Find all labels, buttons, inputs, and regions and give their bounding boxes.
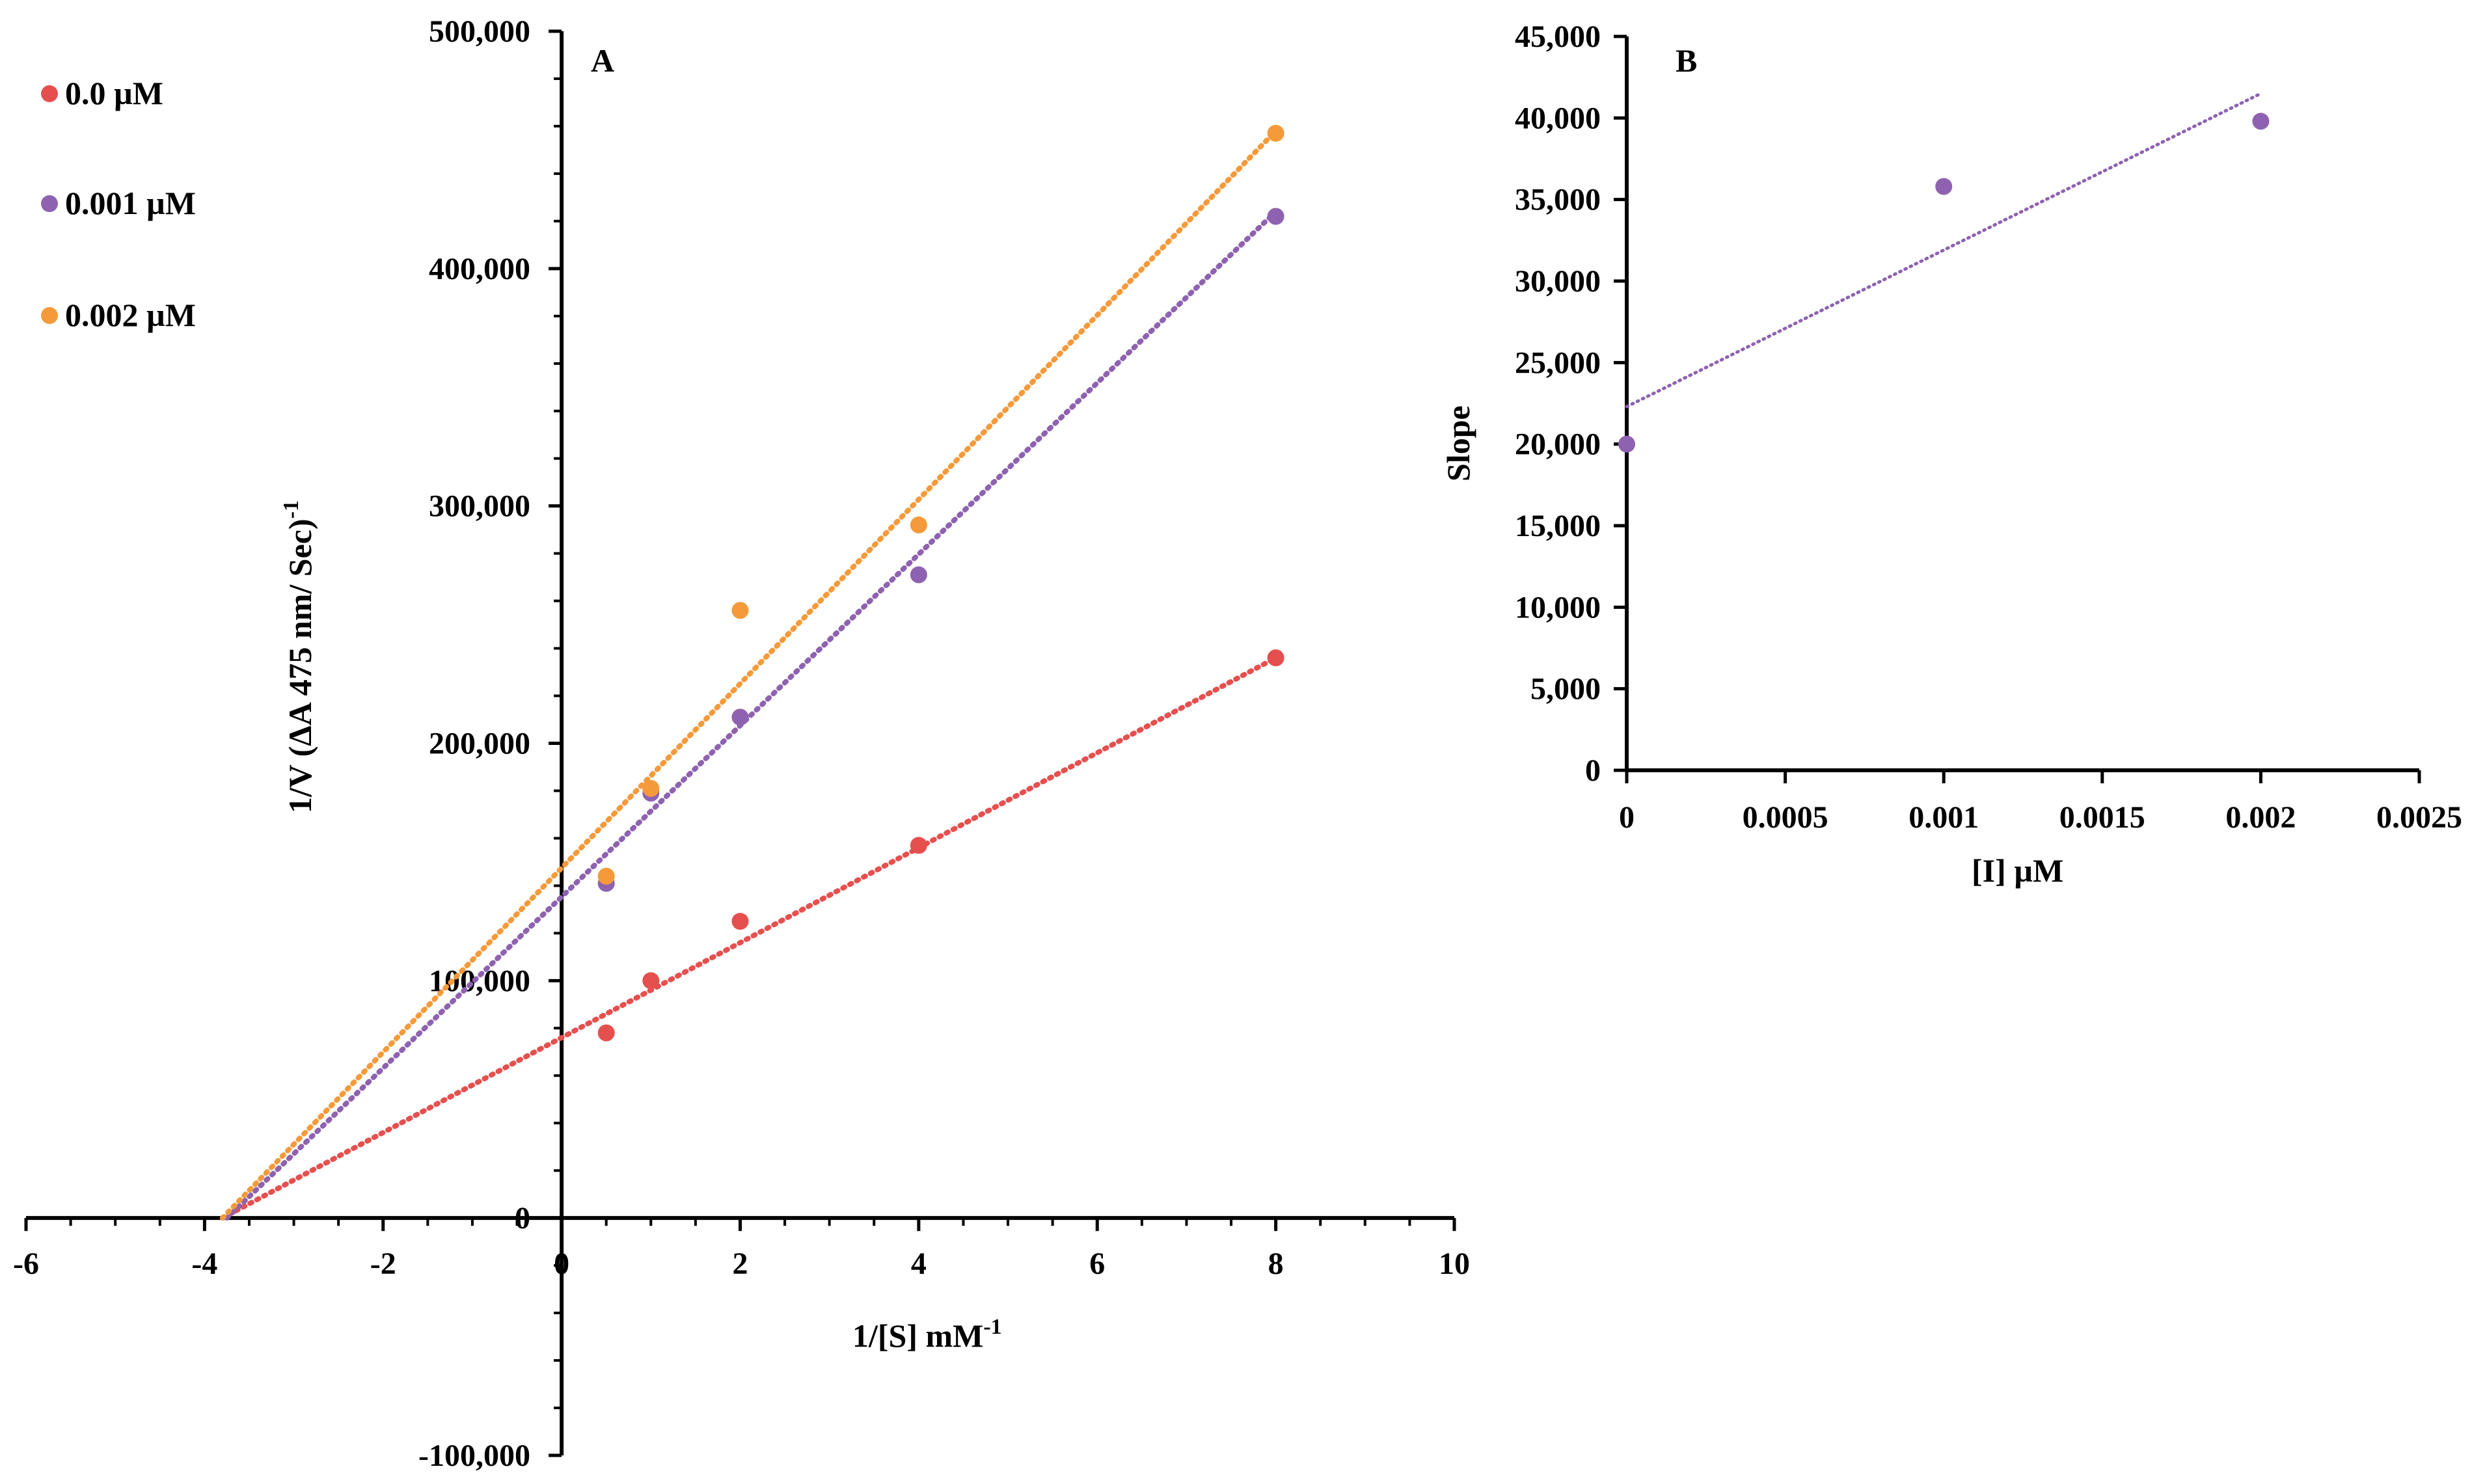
y-tick-label: 300,000 bbox=[429, 489, 530, 524]
y-tick-label: 20,000 bbox=[1515, 427, 1601, 462]
data-point-0-002-m bbox=[1267, 124, 1284, 142]
x-tick-label: 6 bbox=[1089, 1247, 1105, 1281]
legend-label-0-002-um: 0.002 µM bbox=[65, 297, 196, 333]
x-tick-label: 10 bbox=[1439, 1247, 1470, 1281]
x-tick-label: 0.0025 bbox=[2376, 800, 2462, 835]
panel-a-chart: -6 -4 -2 0 2 4 6 8 10 -100,000 0 100,000 200,000 300… bbox=[13, 14, 1470, 1473]
x-tick-label: 0.002 bbox=[2225, 800, 2296, 835]
data-point-slope bbox=[2252, 113, 2270, 130]
trendline-slope bbox=[1625, 92, 2262, 409]
legend-label-0-001-um: 0.001 µM bbox=[65, 185, 196, 221]
data-point-0-002-m bbox=[731, 602, 749, 619]
x-tick-label: 8 bbox=[1268, 1247, 1284, 1281]
legend-marker-0-0-um bbox=[41, 85, 58, 102]
panel-a-y-axis-title: 1/V (ΔA 475 nm/ Sec)-1 bbox=[279, 500, 318, 813]
x-tick-label: -4 bbox=[191, 1247, 217, 1281]
y-tick-label: 500,000 bbox=[429, 14, 530, 49]
data-point-0-002-m bbox=[597, 867, 615, 885]
y-tick-label: 100,000 bbox=[429, 964, 530, 998]
data-point-0-001-m bbox=[1267, 208, 1284, 225]
legend-item: 0.0 µM bbox=[41, 75, 163, 111]
y-tick-label: 15,000 bbox=[1515, 509, 1601, 543]
x-tick-label: 4 bbox=[911, 1247, 927, 1281]
legend: 0.0 µM 0.001 µM 0.002 µM bbox=[41, 75, 196, 333]
y-tick-label: 400,000 bbox=[429, 252, 530, 286]
y-tick-label: 0 bbox=[1585, 753, 1601, 788]
data-point-0-002-m bbox=[910, 516, 927, 533]
x-tick-label: -6 bbox=[13, 1247, 39, 1281]
panel-a-x-axis-title: 1/[S] mM-1 bbox=[852, 1315, 1002, 1354]
x-tick-label: 0 bbox=[1619, 800, 1635, 835]
data-point-0-0-m bbox=[910, 837, 927, 854]
data-point-0-001-m bbox=[910, 566, 927, 584]
data-point-0-0-m bbox=[731, 913, 749, 930]
y-tick-label: 10,000 bbox=[1515, 590, 1601, 625]
data-point-0-0-m bbox=[642, 972, 660, 990]
y-tick-label: -100,000 bbox=[418, 1438, 530, 1473]
x-tick-label: 2 bbox=[733, 1247, 748, 1281]
y-tick-label: 45,000 bbox=[1515, 20, 1601, 54]
data-point-0-001-m bbox=[731, 708, 749, 726]
legend-label-0-0-um: 0.0 µM bbox=[65, 75, 163, 111]
data-point-slope bbox=[1618, 435, 1635, 453]
panel-a-label: A bbox=[591, 42, 614, 79]
legend-marker-0-002-um bbox=[41, 307, 58, 324]
x-tick-label: 0.0005 bbox=[1743, 800, 1828, 835]
y-tick-label: 200,000 bbox=[429, 727, 530, 761]
data-point-0-0-m bbox=[1267, 649, 1284, 667]
y-tick-label: 35,000 bbox=[1515, 183, 1601, 217]
panel-b-x-axis-title: [I] µM bbox=[1972, 852, 2063, 889]
legend-item: 0.002 µM bbox=[41, 297, 196, 333]
x-tick-label: -2 bbox=[370, 1247, 396, 1281]
legend-marker-0-001-um bbox=[41, 195, 58, 212]
panel-b-label: B bbox=[1676, 42, 1697, 79]
x-tick-label: 0 bbox=[554, 1247, 569, 1281]
x-tick-label: 0.0015 bbox=[2059, 800, 2145, 835]
y-tick-label: 0 bbox=[515, 1201, 530, 1235]
trendline-0-002-m bbox=[219, 128, 1279, 1221]
data-point-0-0-m bbox=[597, 1024, 615, 1042]
legend-item: 0.001 µM bbox=[41, 185, 196, 221]
x-tick-label: 0.001 bbox=[1908, 800, 1979, 835]
panel-b-y-axis-title: Slope bbox=[1440, 405, 1476, 481]
trendline-0-0-m bbox=[219, 655, 1279, 1221]
y-tick-label: 30,000 bbox=[1515, 264, 1601, 299]
y-tick-label: 5,000 bbox=[1530, 672, 1601, 707]
data-point-slope bbox=[1935, 178, 1953, 195]
trendline-0-001-m bbox=[224, 209, 1279, 1221]
y-tick-label: 40,000 bbox=[1515, 101, 1601, 135]
data-point-0-002-m bbox=[642, 779, 660, 797]
panel-b-chart: 0 0.0005 0.001 0.0015 0.002 0.0025 0 5,000 10,0… bbox=[1440, 20, 2462, 889]
y-tick-label: 25,000 bbox=[1515, 345, 1601, 380]
